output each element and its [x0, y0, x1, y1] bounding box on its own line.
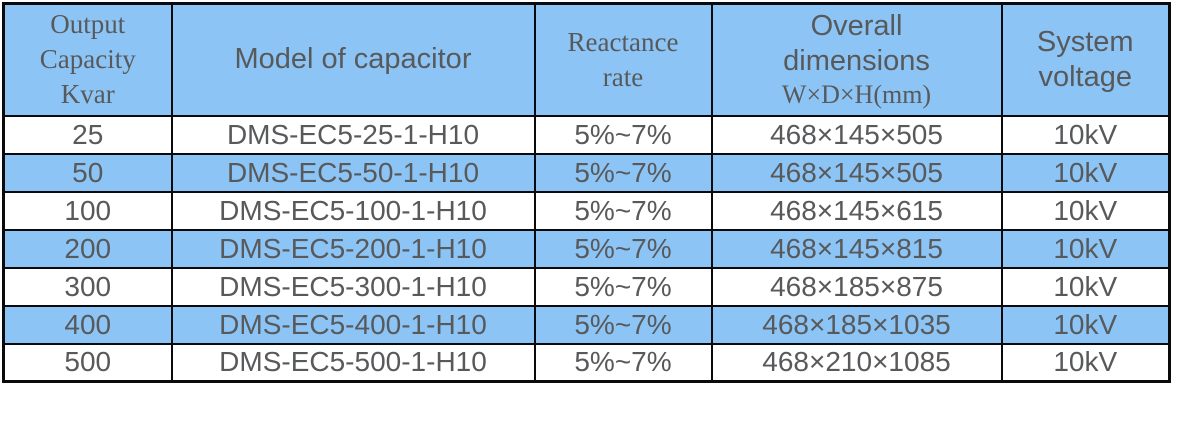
- cell-model: DMS-EC5-500-1-H10: [170, 342, 536, 383]
- cell-capacity: 500: [2, 342, 173, 383]
- cell-reactance: 5%~7%: [533, 266, 713, 307]
- table-row: 100 DMS-EC5-100-1-H10 5%~7% 468×145×615 10kV: [2, 190, 1171, 231]
- cell-dimensions: 468×145×505: [710, 152, 1003, 193]
- cell-voltage: 10kV: [1000, 342, 1171, 383]
- cell-reactance: 5%~7%: [533, 342, 713, 383]
- cell-capacity: 200: [2, 228, 173, 269]
- table-row: 200 DMS-EC5-200-1-H10 5%~7% 468×145×815 10kV: [2, 228, 1171, 269]
- header-output-capacity: Output Capacity Kvar: [2, 2, 173, 117]
- header-system-voltage: System voltage: [1000, 2, 1171, 117]
- table-row: 500 DMS-EC5-500-1-H10 5%~7% 468×210×1085 10k…: [2, 342, 1171, 383]
- table-row: 50 DMS-EC5-50-1-H10 5%~7% 468×145×505 10kV: [2, 152, 1171, 193]
- cell-model: DMS-EC5-400-1-H10: [170, 304, 536, 345]
- cell-dimensions: 468×210×1085: [710, 342, 1003, 383]
- cell-capacity: 25: [2, 114, 173, 155]
- cell-dimensions: 468×145×615: [710, 190, 1003, 231]
- cell-model: DMS-EC5-300-1-H10: [170, 266, 536, 307]
- cell-reactance: 5%~7%: [533, 228, 713, 269]
- cell-reactance: 5%~7%: [533, 190, 713, 231]
- header-dimensions-unit-label: W×D×H(mm): [781, 79, 932, 109]
- cell-dimensions: 468×145×815: [710, 228, 1003, 269]
- header-reactance-rate-label: Reactance rate: [567, 26, 679, 92]
- table-body: 25 DMS-EC5-25-1-H10 5%~7% 468×145×505 10kV 50…: [2, 114, 1171, 383]
- cell-capacity: 300: [2, 266, 173, 307]
- cell-dimensions: 468×185×1035: [710, 304, 1003, 345]
- cell-capacity: 50: [2, 152, 173, 193]
- header-overall-dimensions: Overall dimensions W×D×H(mm): [710, 2, 1003, 117]
- table-header: Output Capacity Kvar Model of capacitor …: [2, 2, 1171, 117]
- cell-voltage: 10kV: [1000, 228, 1171, 269]
- table-row: 25 DMS-EC5-25-1-H10 5%~7% 468×145×505 10kV: [2, 114, 1171, 155]
- cell-model: DMS-EC5-100-1-H10: [170, 190, 536, 231]
- cell-voltage: 10kV: [1000, 266, 1171, 307]
- cell-reactance: 5%~7%: [533, 304, 713, 345]
- table-row: 300 DMS-EC5-300-1-H10 5%~7% 468×185×875 10kV: [2, 266, 1171, 307]
- cell-reactance: 5%~7%: [533, 114, 713, 155]
- cell-dimensions: 468×145×505: [710, 114, 1003, 155]
- header-model: Model of capacitor: [170, 2, 536, 117]
- header-row: Output Capacity Kvar Model of capacitor …: [2, 2, 1171, 117]
- cell-reactance: 5%~7%: [533, 152, 713, 193]
- cell-voltage: 10kV: [1000, 304, 1171, 345]
- cell-model: DMS-EC5-25-1-H10: [170, 114, 536, 155]
- header-overall-dimensions-label: Overall dimensions: [783, 9, 930, 77]
- cell-voltage: 10kV: [1000, 114, 1171, 155]
- cell-voltage: 10kV: [1000, 190, 1171, 231]
- header-model-label: Model of capacitor: [234, 43, 472, 76]
- header-reactance-rate: Reactance rate: [533, 2, 713, 117]
- cell-capacity: 100: [2, 190, 173, 231]
- cell-model: DMS-EC5-50-1-H10: [170, 152, 536, 193]
- cell-model: DMS-EC5-200-1-H10: [170, 228, 536, 269]
- cell-dimensions: 468×185×875: [710, 266, 1003, 307]
- cell-capacity: 400: [2, 304, 173, 345]
- table-row: 400 DMS-EC5-400-1-H10 5%~7% 468×185×1035 10k…: [2, 304, 1171, 345]
- header-system-voltage-label: System voltage: [1036, 25, 1134, 93]
- cell-voltage: 10kV: [1000, 152, 1171, 193]
- header-output-capacity-label: Output Capacity Kvar: [39, 9, 136, 110]
- capacitor-spec-table: Output Capacity Kvar Model of capacitor …: [2, 2, 1171, 383]
